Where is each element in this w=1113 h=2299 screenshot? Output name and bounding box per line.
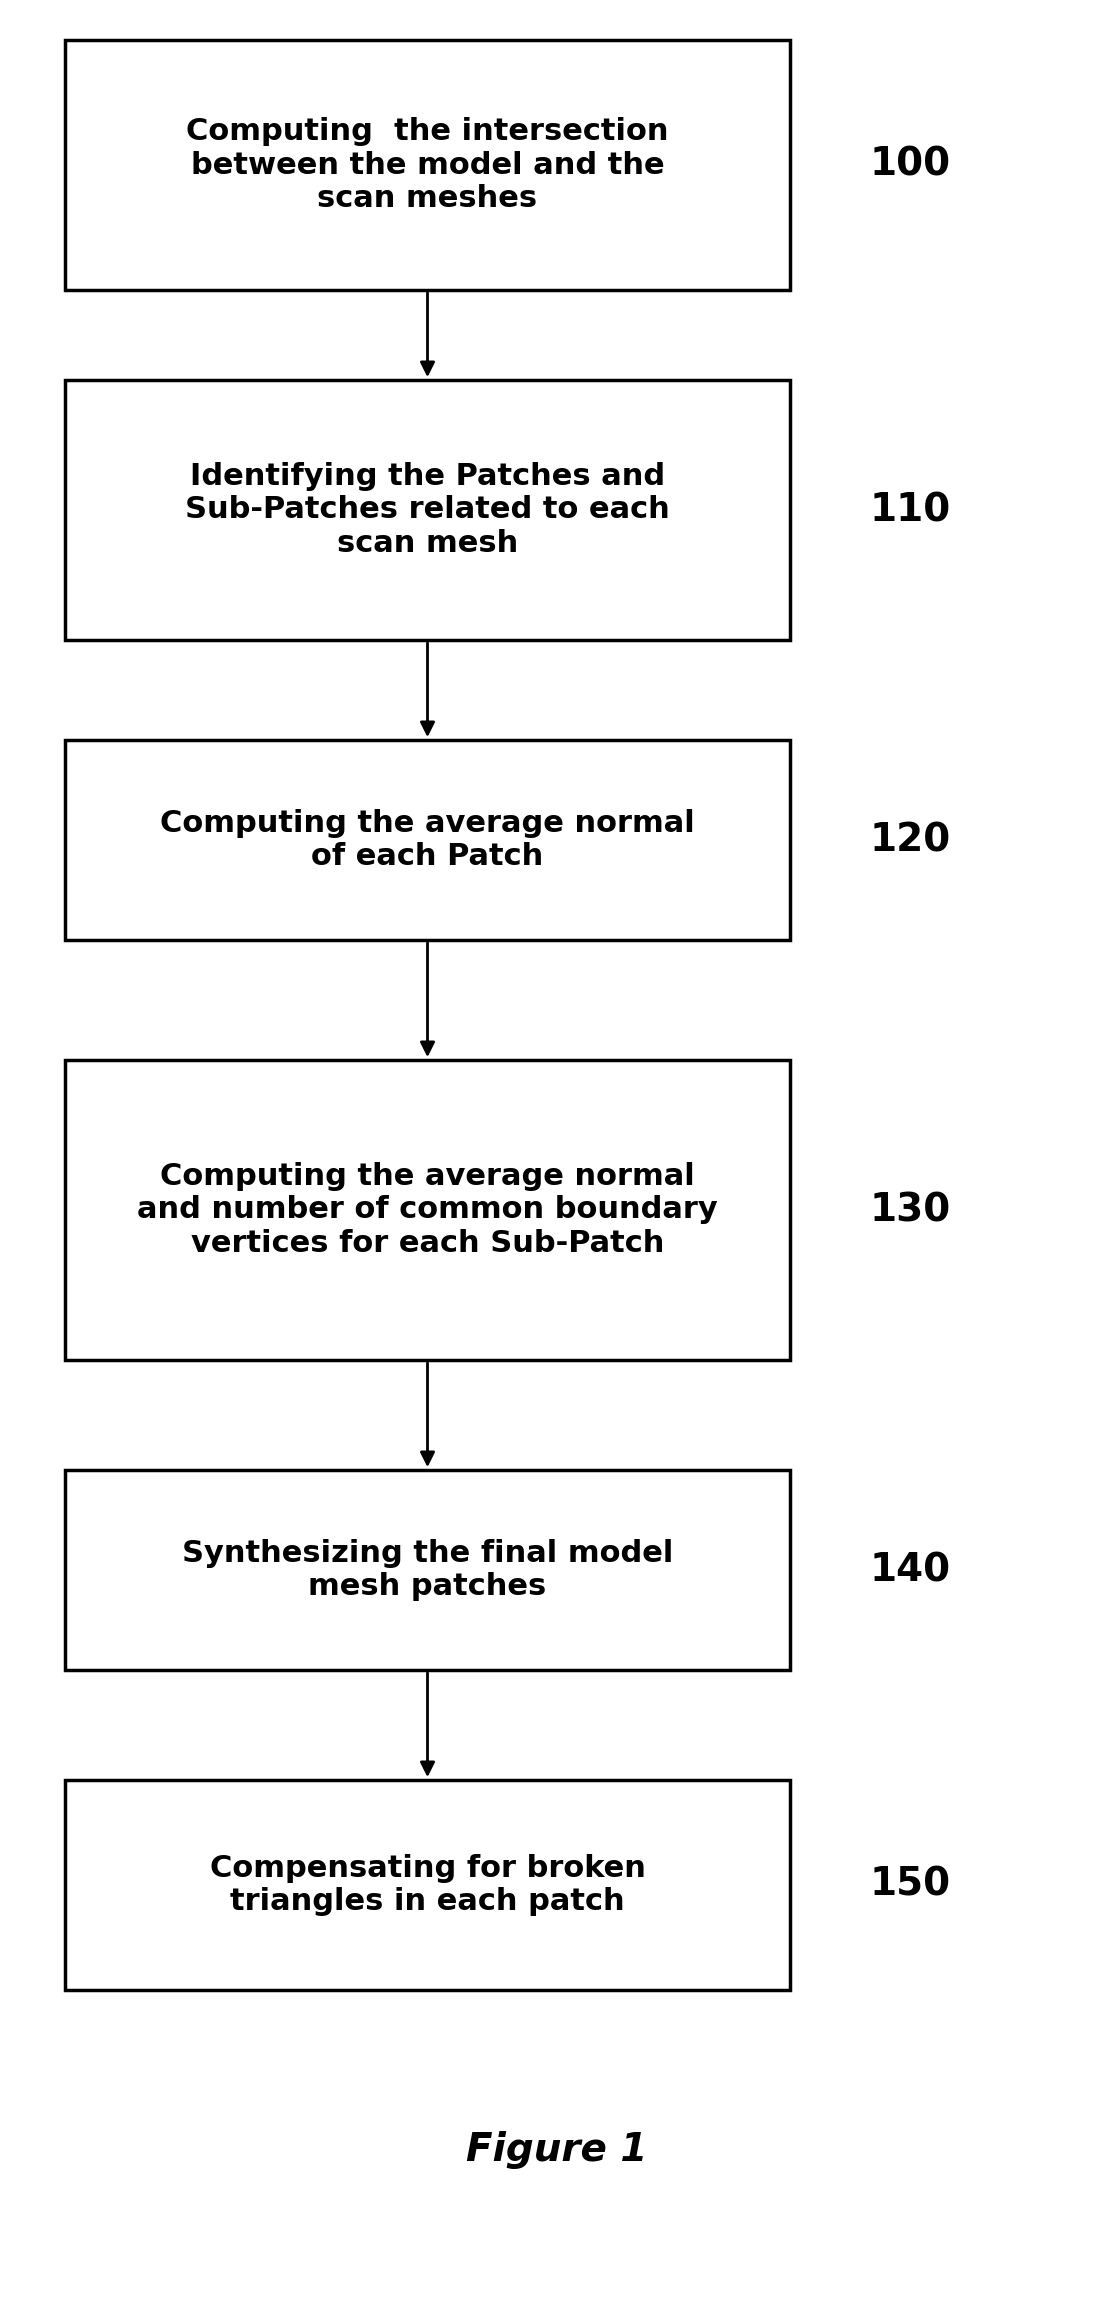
- Text: 130: 130: [870, 1191, 952, 1230]
- Text: Computing the average normal
and number of common boundary
vertices for each Sub: Computing the average normal and number …: [137, 1161, 718, 1258]
- Bar: [65, 1060, 790, 1361]
- Text: Compensating for broken
triangles in each patch: Compensating for broken triangles in eac…: [209, 1853, 646, 1917]
- Text: 140: 140: [870, 1552, 952, 1589]
- Text: 110: 110: [870, 492, 952, 529]
- Text: Figure 1: Figure 1: [466, 2131, 647, 2168]
- Bar: [65, 39, 790, 290]
- Text: Identifying the Patches and
Sub-Patches related to each
scan mesh: Identifying the Patches and Sub-Patches …: [185, 462, 670, 559]
- Bar: [65, 1779, 790, 1991]
- Bar: [65, 740, 790, 940]
- Text: 150: 150: [870, 1867, 952, 1904]
- Text: 120: 120: [870, 821, 952, 860]
- Bar: [65, 379, 790, 639]
- Text: Computing  the intersection
between the model and the
scan meshes: Computing the intersection between the m…: [186, 117, 669, 214]
- Text: 100: 100: [870, 147, 952, 184]
- Text: Synthesizing the final model
mesh patches: Synthesizing the final model mesh patche…: [181, 1538, 673, 1602]
- Text: Computing the average normal
of each Patch: Computing the average normal of each Pat…: [160, 809, 695, 871]
- Bar: [65, 1469, 790, 1669]
